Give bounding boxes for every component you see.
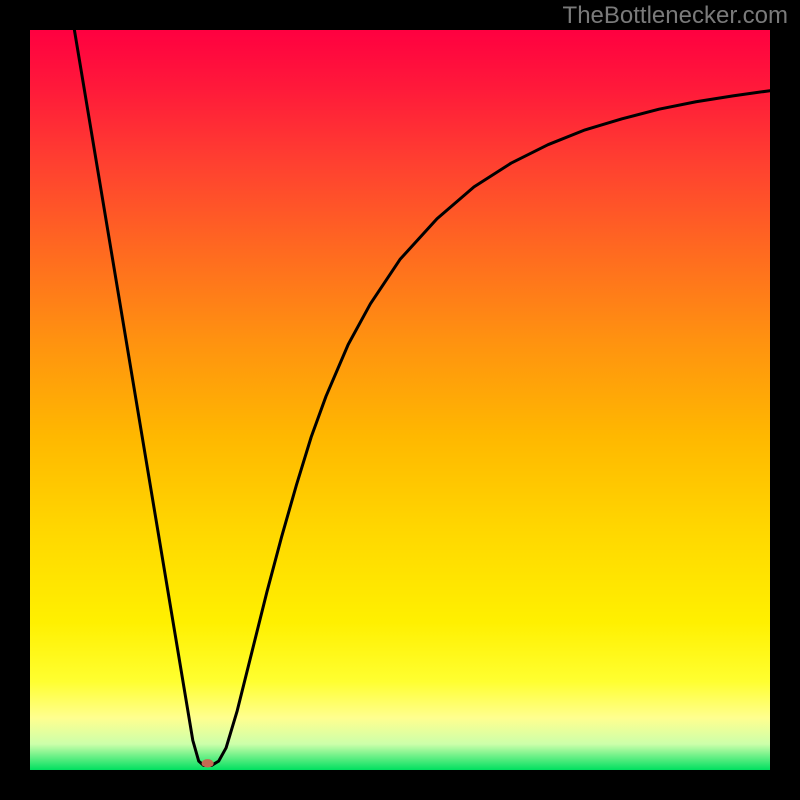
chart-frame: TheBottlenecker.com bbox=[0, 0, 800, 800]
optimal-point-marker bbox=[202, 759, 214, 767]
bottleneck-curve-chart bbox=[0, 0, 800, 800]
watermark-text: TheBottlenecker.com bbox=[563, 2, 788, 30]
gradient-background bbox=[30, 30, 770, 770]
